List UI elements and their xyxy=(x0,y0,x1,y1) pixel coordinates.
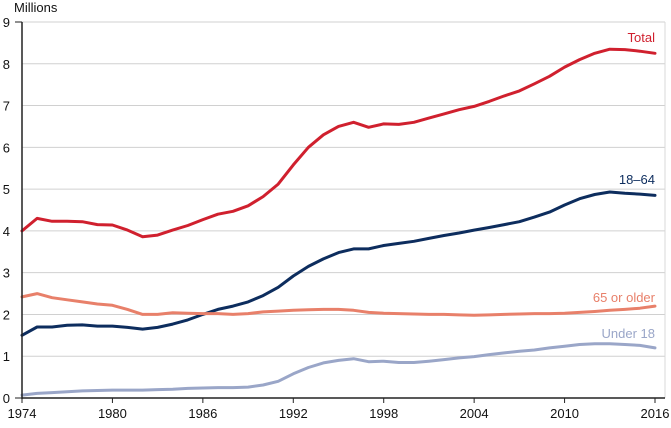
y-tick-label: 8 xyxy=(3,57,10,72)
series-lines xyxy=(20,47,657,397)
series-label: Under 18 xyxy=(602,326,655,341)
series-label: 65 or older xyxy=(593,290,656,305)
series-line-under-18 xyxy=(20,342,657,397)
y-tick-label: 4 xyxy=(3,224,10,239)
series-label: 18–64 xyxy=(619,172,655,187)
y-tick-label: 1 xyxy=(3,349,10,364)
series-line-65-or-older xyxy=(20,292,657,317)
x-tick-label: 1992 xyxy=(279,406,308,421)
x-tick-label: 1986 xyxy=(188,406,217,421)
y-tick-label: 2 xyxy=(3,307,10,322)
y-axis-label: Millions xyxy=(14,0,58,15)
series-line-18-64 xyxy=(20,190,657,337)
series-line-total xyxy=(20,47,657,239)
y-tick-label: 0 xyxy=(3,391,10,406)
axes: 0 1 2 3 4 5 6 7 8 9 1974 1980 1986 1992 1998 2004 2010 20… xyxy=(3,15,670,421)
y-tick-label: 5 xyxy=(3,182,10,197)
x-tick-label: 1974 xyxy=(8,406,37,421)
y-tick-label: 3 xyxy=(3,266,10,281)
y-tick-label: 9 xyxy=(3,15,10,30)
x-tick-label: 1998 xyxy=(369,406,398,421)
x-tick-label: 1980 xyxy=(98,406,127,421)
y-tick-label: 7 xyxy=(3,99,10,114)
x-tick-label: 2016 xyxy=(641,406,670,421)
x-tick-label: 2004 xyxy=(460,406,489,421)
y-tick-label: 6 xyxy=(3,140,10,155)
series-labels: Total 18–64 65 or older Under 18 xyxy=(593,30,656,341)
series-label: Total xyxy=(628,30,656,45)
x-tick-label: 2010 xyxy=(550,406,579,421)
